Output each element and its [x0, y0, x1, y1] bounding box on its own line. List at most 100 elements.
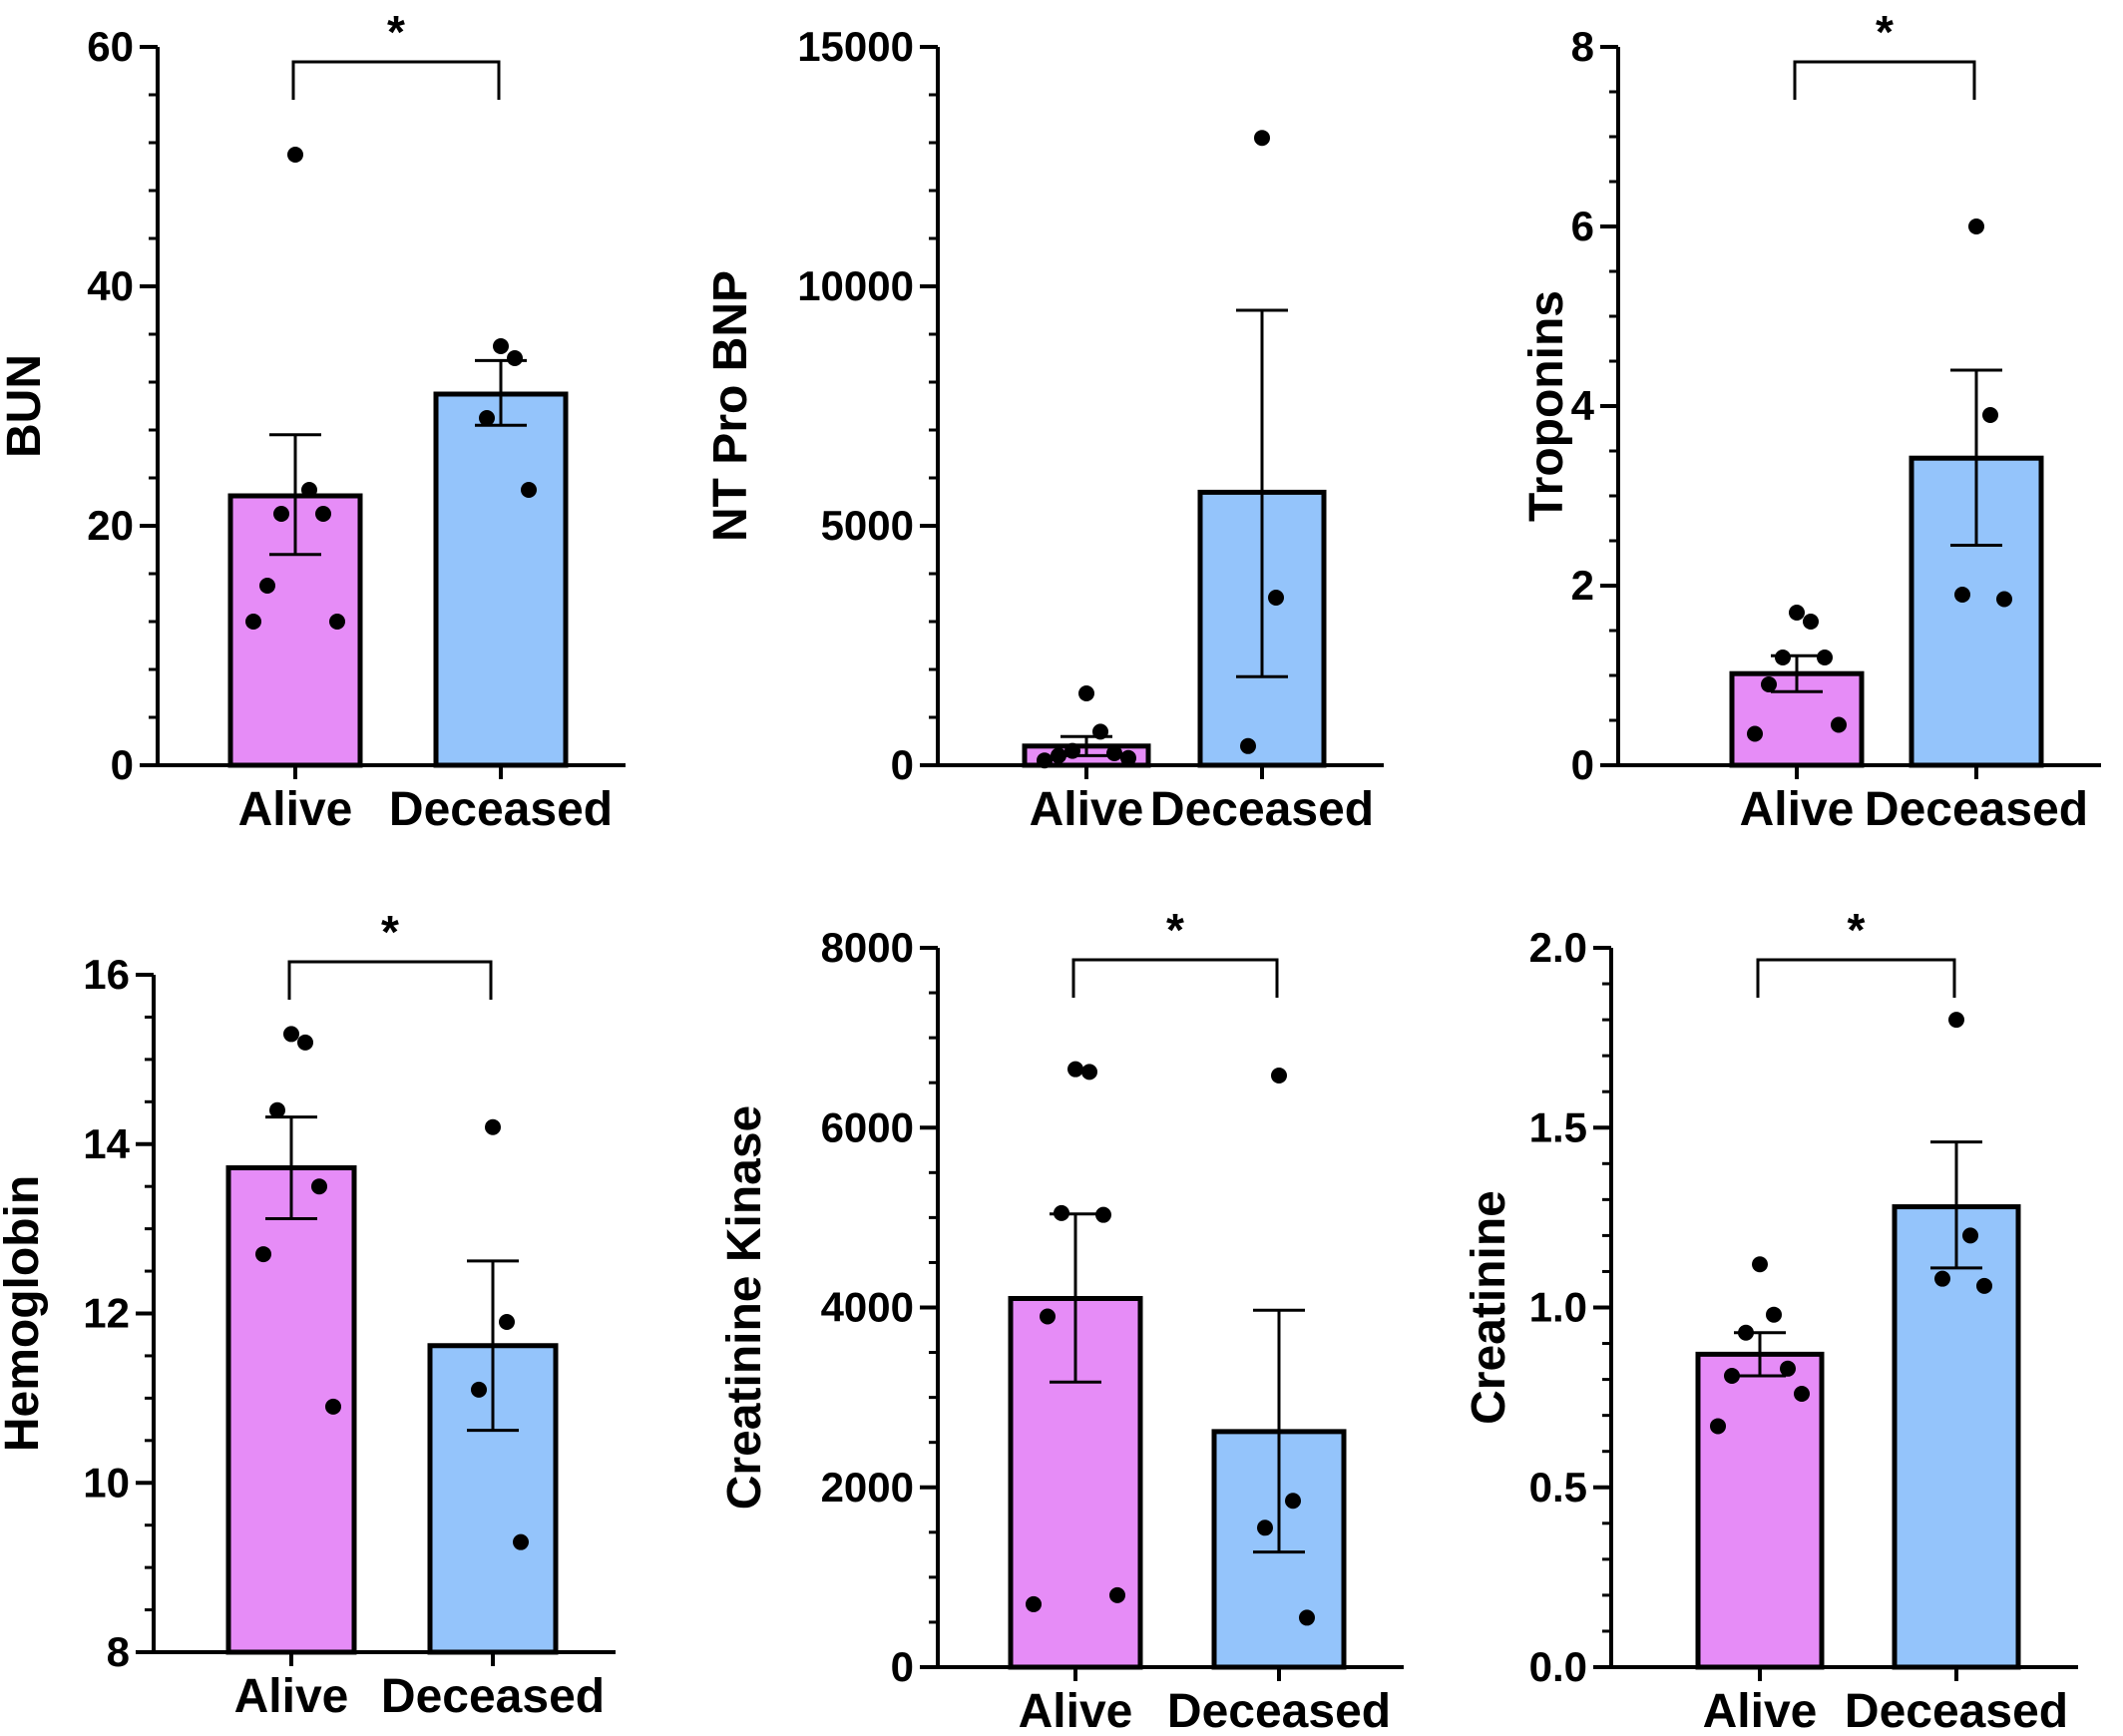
significance-marker: *: [381, 906, 399, 958]
data-point: [1954, 587, 1970, 603]
data-point: [1982, 407, 1998, 423]
y-tick-label: 0: [111, 741, 134, 788]
data-point: [273, 506, 289, 522]
data-point: [493, 338, 509, 354]
chart-panel: 0.0 0.5 1.0 1.5 2.0 Alive Deceased Creatinine *: [1463, 904, 2078, 1736]
y-tick-label: 1.0: [1529, 1284, 1587, 1331]
x-tick-label: Deceased: [1150, 783, 1374, 836]
significance-marker: *: [1876, 6, 1894, 58]
y-tick-label: 16: [83, 951, 130, 998]
y-tick-label: 1.5: [1529, 1103, 1587, 1150]
y-tick-label: 4: [1571, 382, 1595, 429]
x-tick-label: Deceased: [389, 783, 613, 836]
data-point: [471, 1381, 487, 1398]
chart-panel: 0 20 40 60 Alive Deceased BUN *: [0, 6, 626, 836]
y-tick-label: 10000: [797, 262, 914, 309]
y-tick-label: 4000: [821, 1284, 914, 1331]
significance-bracket: [287, 960, 493, 1000]
y-tick-label: 60: [87, 23, 134, 70]
x-tick-label: Alive: [234, 1670, 349, 1723]
x-tick-label: Deceased: [381, 1670, 605, 1723]
y-tick-label: 14: [83, 1120, 130, 1167]
data-point: [1120, 749, 1136, 766]
x-tick-label: Deceased: [1845, 1685, 2068, 1736]
data-point: [311, 1178, 327, 1195]
data-point: [521, 482, 537, 498]
y-tick-label: 8: [1571, 23, 1594, 70]
data-point: [1803, 614, 1819, 630]
data-point: [1968, 218, 1984, 234]
y-axis-label: Creatinine Kinase: [718, 1105, 771, 1510]
y-tick-label: 8000: [821, 924, 914, 971]
data-point: [1752, 1256, 1768, 1273]
data-point: [1747, 725, 1763, 742]
data-point: [1962, 1227, 1978, 1244]
data-point: [297, 1034, 313, 1051]
y-axis-label: NT Pro BNP: [704, 270, 757, 542]
data-point: [1240, 737, 1256, 754]
data-point: [1081, 1064, 1097, 1081]
data-point: [1051, 747, 1066, 764]
y-tick-label: 0: [891, 1643, 914, 1690]
significance-bracket: [1071, 958, 1279, 998]
data-point: [1817, 650, 1833, 665]
data-point: [1095, 1206, 1111, 1223]
x-tick-label: Alive: [1703, 1685, 1818, 1736]
significance-marker: *: [1166, 904, 1184, 956]
bar-deceased: [1892, 1204, 2021, 1670]
y-tick-label: 40: [87, 262, 134, 309]
data-point: [1109, 1586, 1125, 1603]
y-tick-label: 20: [87, 502, 134, 549]
y-tick-label: 10: [83, 1459, 130, 1506]
data-point: [1761, 676, 1777, 692]
x-tick-label: Alive: [1030, 783, 1144, 836]
x-tick-label: Alive: [1740, 783, 1855, 836]
data-point: [485, 1118, 501, 1135]
data-point: [507, 350, 523, 366]
data-point: [287, 147, 303, 163]
data-point: [1789, 605, 1805, 621]
data-point: [1766, 1306, 1782, 1323]
data-point: [301, 482, 317, 498]
data-point: [325, 1398, 341, 1415]
y-axis-label: Creatinine: [1463, 1190, 1515, 1425]
data-point: [1948, 1012, 1964, 1029]
significance-bracket: [1793, 60, 1976, 100]
y-tick-label: 15000: [797, 23, 914, 70]
data-point: [1934, 1270, 1950, 1287]
y-tick-label: 0: [1571, 741, 1594, 788]
significance-bracket: [291, 60, 501, 100]
data-point: [329, 614, 345, 630]
y-tick-label: 8: [107, 1628, 130, 1675]
y-tick-label: 5000: [821, 502, 914, 549]
data-point: [1724, 1367, 1740, 1384]
data-point: [269, 1101, 285, 1118]
y-axis-label: Troponins: [1520, 290, 1573, 522]
y-tick-label: 2000: [821, 1464, 914, 1511]
data-point: [1780, 1360, 1796, 1377]
data-point: [1026, 1595, 1042, 1612]
data-point: [1285, 1493, 1301, 1510]
y-tick-label: 2.0: [1529, 924, 1587, 971]
x-tick-label: Alive: [238, 783, 353, 836]
chart-panel: 8 10 12 14 16 Alive Deceased Hemoglobin *: [0, 906, 616, 1723]
x-tick-label: Deceased: [1167, 1685, 1391, 1736]
y-tick-label: 0: [891, 741, 914, 788]
data-point: [283, 1026, 299, 1043]
data-point: [1271, 1067, 1287, 1084]
data-point: [479, 410, 495, 426]
chart-panel: 0 2000 4000 6000 8000 Alive Deceased Creatinine…: [718, 904, 1404, 1736]
x-tick-label: Deceased: [1865, 783, 2088, 836]
data-point: [1775, 650, 1791, 665]
data-point: [1067, 1061, 1083, 1078]
significance-marker: *: [1848, 904, 1866, 956]
bar-alive: [1695, 1351, 1825, 1670]
data-point: [1254, 130, 1270, 147]
data-point: [1268, 590, 1284, 606]
y-tick-label: 6: [1571, 203, 1594, 249]
data-point: [1078, 685, 1094, 701]
data-point: [499, 1313, 515, 1330]
significance-bracket: [1756, 958, 1956, 998]
data-point: [1106, 745, 1122, 761]
